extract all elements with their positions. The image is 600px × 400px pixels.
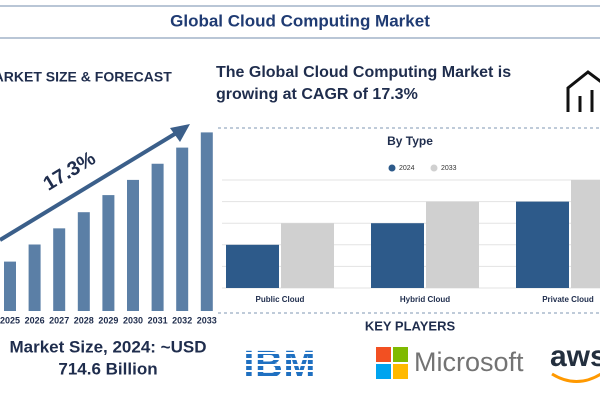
x-tick-label: 2029: [98, 315, 118, 325]
x-tick-label: 2027: [49, 315, 69, 325]
x-tick-label: 2028: [74, 315, 94, 325]
bar: [53, 228, 66, 311]
headline: The Global Cloud Computing Market is gro…: [216, 64, 512, 103]
bar: [28, 244, 41, 311]
x-tick-label: 2025: [0, 315, 20, 325]
legend-label: 2033: [441, 165, 457, 172]
x-tick-label: Private Cloud: [542, 295, 594, 304]
bar: [151, 163, 164, 311]
aws-logo: aws: [550, 340, 600, 373]
bar: [200, 132, 213, 311]
bar: [226, 244, 279, 288]
legend-swatch: [430, 164, 438, 172]
x-tick-label: 2032: [172, 315, 192, 325]
x-tick-label: Hybrid Cloud: [400, 295, 450, 304]
bar: [176, 147, 189, 311]
house-icon: [566, 70, 600, 112]
house-roof: [566, 70, 600, 112]
x-tick-label: 2033: [197, 315, 217, 325]
x-tick-label: 2026: [25, 315, 45, 325]
bar: [516, 201, 569, 288]
microsoft-logo: Microsoft: [414, 347, 524, 377]
key-players-title: KEY PLAYERS: [365, 318, 456, 333]
bar: [571, 180, 600, 288]
x-tick-label: 2031: [148, 315, 168, 325]
forecast-title: MARKET SIZE & FORECAST: [0, 69, 172, 85]
ibm-stripes: [236, 352, 326, 378]
bar: [102, 195, 115, 311]
legend-label: 2024: [399, 165, 415, 172]
market-size: 714.6 Billion: [58, 359, 157, 378]
bar: [426, 201, 479, 288]
bar: [371, 223, 424, 288]
page-title: Global Cloud Computing Market: [170, 11, 430, 30]
arrow-head: [170, 124, 190, 142]
legend-swatch: [388, 164, 396, 172]
bar: [127, 179, 139, 311]
house-bars: [578, 90, 594, 112]
x-tick-label: Public Cloud: [256, 295, 305, 304]
bar: [281, 223, 334, 288]
growth-arrow: [0, 130, 180, 242]
bar: [4, 261, 16, 311]
bar: [77, 212, 90, 311]
ms-squares: [376, 347, 408, 379]
x-tick-label: 2030: [123, 315, 143, 325]
market-size: Market Size, 2024: ~USD: [9, 337, 206, 356]
headline-box: The Global Cloud Computing Market is gro…: [216, 64, 512, 103]
type-title: By Type: [387, 134, 433, 148]
